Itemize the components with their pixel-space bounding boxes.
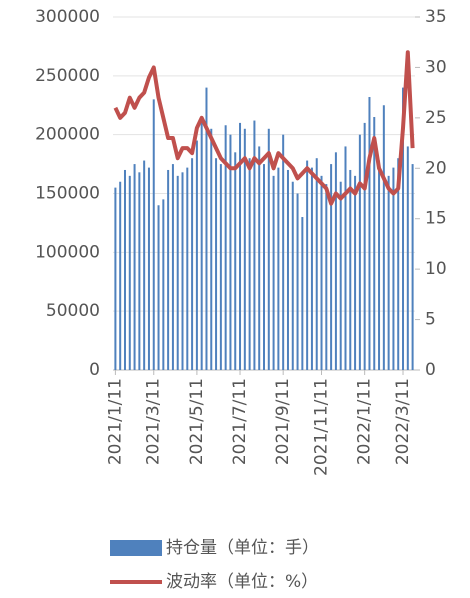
- bar: [133, 164, 136, 370]
- bar: [334, 152, 337, 370]
- bar: [147, 167, 150, 370]
- bar: [344, 146, 347, 370]
- x-tick-label: 2022/1/11: [355, 378, 375, 465]
- x-tick-label: 2022/3/11: [393, 378, 413, 465]
- bar: [210, 128, 213, 370]
- y-tick-label: 200000: [35, 125, 100, 145]
- bar: [358, 134, 361, 370]
- bar: [301, 217, 304, 370]
- y-tick-label: 250000: [35, 66, 100, 86]
- bar: [267, 128, 270, 370]
- bar: [229, 134, 232, 370]
- bar: [114, 187, 117, 370]
- x-tick-label: 2021/5/11: [187, 378, 207, 465]
- x-tick-label: 2021/11/11: [312, 378, 332, 476]
- bar: [219, 164, 222, 370]
- bar: [263, 164, 265, 370]
- line: [113, 50, 415, 206]
- bar: [397, 158, 400, 370]
- y-tick-label: 100000: [35, 242, 100, 262]
- bar: [330, 164, 333, 370]
- bar: [239, 122, 242, 371]
- y2-tick-label: 30: [425, 57, 447, 77]
- y2-tick-label: 20: [425, 158, 447, 178]
- bar: [143, 160, 146, 370]
- bar: [339, 181, 342, 370]
- bar: [320, 175, 323, 370]
- bar: [282, 134, 285, 370]
- bar: [191, 158, 194, 370]
- bar: [243, 128, 246, 370]
- bar: [171, 164, 174, 370]
- bar: [354, 175, 357, 370]
- bar: [306, 160, 309, 370]
- bar: [378, 160, 381, 370]
- bar: [258, 146, 261, 370]
- y-tick-label: 300000: [35, 7, 100, 27]
- y2-tick-label: 10: [425, 259, 447, 279]
- bar: [119, 181, 122, 370]
- bar: [392, 167, 395, 370]
- bar: [368, 97, 371, 370]
- legend-swatch: [110, 540, 162, 556]
- bar: [315, 158, 318, 370]
- bar: [181, 172, 184, 370]
- bar: [123, 169, 126, 370]
- x-tick-label: 2021/9/11: [273, 378, 293, 465]
- bar: [277, 167, 280, 370]
- y2-tick-label: 5: [425, 310, 436, 330]
- legend-label: 持仓量（单位：手）: [166, 538, 319, 558]
- bar: [411, 164, 414, 370]
- bar: [234, 152, 237, 370]
- bar: [373, 117, 376, 371]
- bar: [224, 125, 227, 371]
- y-tick-label: 50000: [46, 301, 100, 321]
- bar: [162, 199, 165, 370]
- bar: [286, 169, 289, 370]
- bar: [296, 193, 299, 370]
- y-tick-label: 0: [89, 360, 100, 380]
- bar: [387, 175, 390, 370]
- bar: [272, 175, 275, 370]
- bar: [176, 175, 179, 370]
- bar: [152, 99, 155, 370]
- bar: [195, 140, 198, 370]
- bar: [248, 158, 251, 370]
- bar: [200, 122, 203, 371]
- legend-label: 波动率（单位：%）: [166, 572, 318, 592]
- bar: [310, 167, 313, 370]
- bar: [406, 146, 409, 370]
- bar: [349, 169, 352, 370]
- y2-tick-label: 25: [425, 108, 447, 128]
- bar: [157, 205, 160, 370]
- bar: [128, 175, 131, 370]
- y2-tick-label: 15: [425, 209, 447, 229]
- bar: [325, 184, 328, 370]
- bar: [186, 167, 189, 370]
- bar: [402, 87, 405, 370]
- y2-tick-label: 0: [425, 360, 436, 380]
- bar: [205, 87, 208, 370]
- bar: [291, 181, 294, 370]
- bar: [138, 172, 141, 370]
- bar: [215, 158, 218, 370]
- bar: [382, 105, 385, 370]
- y2-tick-label: 35: [425, 7, 447, 27]
- x-tick-label: 2021/1/11: [105, 378, 125, 465]
- x-tick-label: 2021/7/11: [230, 378, 250, 465]
- bar: [363, 122, 366, 371]
- x-tick-label: 2021/3/11: [144, 378, 164, 465]
- bar: [167, 169, 170, 370]
- y-tick-label: 150000: [35, 184, 100, 204]
- bar: [253, 120, 256, 371]
